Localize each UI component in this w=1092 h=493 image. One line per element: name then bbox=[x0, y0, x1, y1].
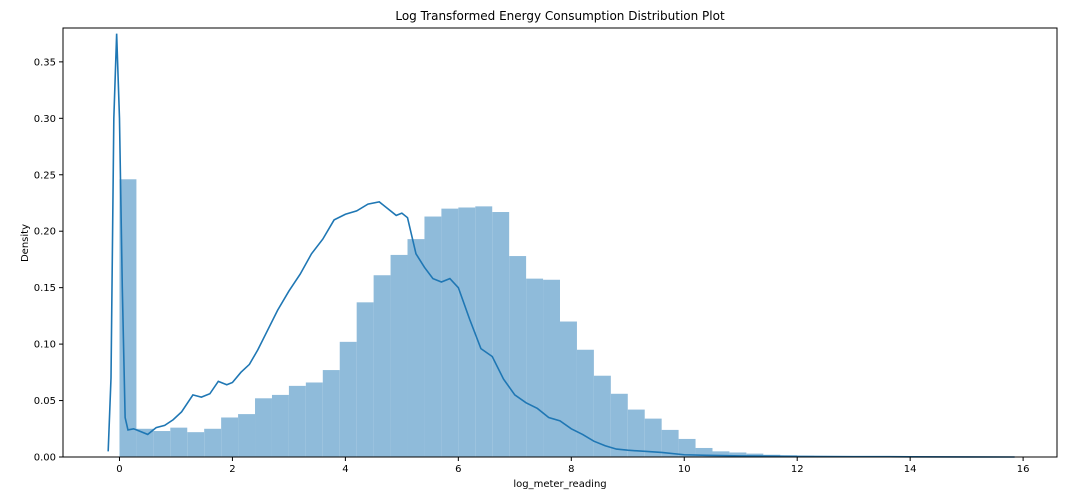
y-tick-label: 0.35 bbox=[34, 57, 56, 68]
histogram-bar bbox=[509, 256, 527, 457]
y-tick-label: 0.30 bbox=[34, 114, 56, 125]
histogram-bar bbox=[339, 341, 357, 457]
histogram-bar bbox=[661, 429, 679, 457]
histogram-bar bbox=[712, 451, 730, 457]
y-tick-label: 0.05 bbox=[34, 396, 56, 407]
histogram-bar bbox=[271, 394, 289, 457]
histogram-bar bbox=[238, 414, 256, 457]
y-tick-label: 0.00 bbox=[34, 453, 56, 464]
histogram-bar bbox=[255, 398, 272, 457]
y-tick-label: 0.20 bbox=[34, 227, 56, 238]
y-tick-label: 0.15 bbox=[34, 283, 56, 294]
x-axis-label: log_meter_reading bbox=[513, 479, 606, 490]
axes-frame bbox=[62, 27, 1058, 458]
x-tick-label: 10 bbox=[678, 464, 691, 475]
x-tick-label: 12 bbox=[791, 464, 804, 475]
x-tick-label: 8 bbox=[568, 464, 574, 475]
x-tick-label: 2 bbox=[229, 464, 235, 475]
x-tick-label: 16 bbox=[1017, 464, 1030, 475]
y-axis-ticks: 0.00 0.05 0.10 0.15 0.20 0.25 0.30 0.35 bbox=[34, 57, 63, 464]
histogram-bar bbox=[593, 375, 611, 457]
y-tick-label: 0.10 bbox=[34, 340, 56, 351]
histogram-bar bbox=[458, 207, 476, 457]
histogram-bar bbox=[644, 418, 662, 457]
histogram-bar bbox=[204, 428, 222, 457]
histogram-bars bbox=[119, 179, 1018, 458]
x-tick-label: 0 bbox=[116, 464, 122, 475]
histogram-bar bbox=[610, 393, 628, 457]
histogram-bar bbox=[526, 278, 544, 457]
histogram-bar bbox=[322, 370, 340, 457]
y-tick-label: 0.25 bbox=[34, 170, 56, 181]
histogram-bar bbox=[390, 254, 408, 457]
histogram-bar bbox=[136, 428, 154, 457]
x-tick-label: 14 bbox=[904, 464, 917, 475]
histogram-bar bbox=[695, 447, 713, 457]
y-axis-label: Density bbox=[20, 224, 31, 262]
histogram-bar bbox=[475, 206, 493, 457]
histogram-bar bbox=[170, 427, 188, 457]
chart-title: Log Transformed Energy Consumption Distr… bbox=[395, 9, 725, 23]
histogram-bar bbox=[678, 438, 696, 457]
histogram-bar bbox=[441, 208, 459, 457]
histogram-bar bbox=[492, 212, 510, 457]
histogram-bar bbox=[543, 279, 560, 457]
histogram-bar bbox=[221, 417, 239, 457]
histogram-bar bbox=[560, 321, 577, 457]
x-tick-label: 6 bbox=[455, 464, 461, 475]
histogram-bar bbox=[187, 432, 205, 457]
histogram-bar bbox=[407, 239, 425, 457]
x-axis-ticks: 0 2 4 6 8 10 12 14 16 bbox=[116, 457, 1029, 475]
histogram-bar bbox=[119, 179, 137, 458]
histogram-bar bbox=[153, 431, 171, 457]
histogram-bar bbox=[424, 216, 442, 457]
x-tick-label: 4 bbox=[342, 464, 348, 475]
histogram-bar bbox=[373, 275, 391, 457]
histogram-bar bbox=[288, 385, 306, 457]
histogram-bar bbox=[356, 302, 374, 457]
histogram-bar bbox=[305, 382, 323, 457]
histogram-bar bbox=[729, 452, 747, 457]
histogram-bar bbox=[627, 409, 645, 457]
histogram-bar bbox=[576, 349, 594, 457]
kde-line bbox=[107, 33, 1015, 458]
